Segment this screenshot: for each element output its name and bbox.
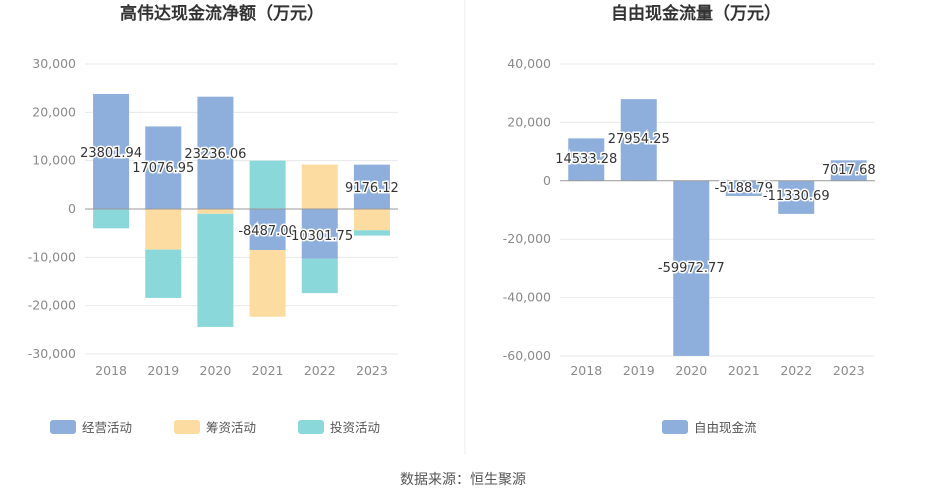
legend-label: 经营活动 bbox=[82, 420, 132, 435]
bar bbox=[197, 209, 234, 214]
bar bbox=[197, 213, 234, 327]
data-label: 14533.28 bbox=[555, 152, 617, 167]
cashflow-net-chart: 高伟达现金流净额（万元） -30,000 -20,000 -10,000 0 10,000… bbox=[28, 3, 401, 435]
data-label: -11330.69 bbox=[763, 189, 830, 204]
y-tick-label: -40,000 bbox=[503, 290, 551, 305]
legend-label: 筹资活动 bbox=[206, 420, 256, 435]
bar bbox=[301, 209, 338, 259]
free-cashflow-chart: 自由现金流量（万元） -60,000 -40,000 -20,000 0 20,000 40… bbox=[503, 3, 877, 435]
y-tick-label: -20,000 bbox=[28, 298, 76, 313]
bar bbox=[249, 160, 286, 209]
y-tick-label: -20,000 bbox=[503, 231, 551, 246]
x-tick-label: 2021 bbox=[728, 363, 760, 378]
bar bbox=[249, 209, 286, 251]
y-tick-label: -10,000 bbox=[28, 249, 76, 264]
bar bbox=[673, 180, 710, 356]
data-label: 7017.68 bbox=[822, 163, 876, 178]
legend-swatch bbox=[298, 420, 324, 434]
chart-title: 高伟达现金流净额（万元） bbox=[120, 3, 324, 24]
x-tick-label: 2020 bbox=[675, 363, 707, 378]
bar bbox=[830, 160, 867, 181]
data-label: 23236.06 bbox=[184, 147, 246, 162]
bar bbox=[145, 209, 182, 250]
bar bbox=[725, 180, 762, 196]
bar bbox=[620, 99, 657, 181]
x-tick-label: 2020 bbox=[200, 363, 232, 378]
bar bbox=[301, 258, 338, 294]
y-tick-label: 0 bbox=[543, 173, 551, 188]
data-label: -10301.75 bbox=[286, 229, 353, 244]
chart-title: 自由现金流量（万元） bbox=[611, 3, 781, 24]
x-tick-label: 2022 bbox=[780, 363, 812, 378]
x-tick-label: 2019 bbox=[147, 363, 179, 378]
y-tick-label: 40,000 bbox=[507, 56, 551, 71]
bar bbox=[353, 209, 390, 231]
bar bbox=[568, 138, 605, 181]
legend-label: 自由现金流 bbox=[694, 420, 757, 435]
bar bbox=[353, 164, 390, 209]
data-label: -59972.77 bbox=[658, 261, 725, 276]
legend-swatch bbox=[662, 420, 688, 434]
x-tick-label: 2022 bbox=[304, 363, 336, 378]
bar bbox=[145, 249, 182, 298]
y-tick-label: -30,000 bbox=[28, 346, 76, 361]
bar bbox=[145, 126, 182, 209]
bar bbox=[197, 96, 234, 209]
x-tick-label: 2023 bbox=[833, 363, 865, 378]
x-tick-label: 2019 bbox=[623, 363, 655, 378]
bar bbox=[93, 209, 130, 229]
data-label: 9176.12 bbox=[345, 181, 399, 196]
bar bbox=[301, 164, 338, 209]
data-label: 17076.95 bbox=[132, 161, 194, 176]
legend-swatch bbox=[174, 420, 200, 434]
data-label: 23801.94 bbox=[80, 146, 142, 161]
x-tick-label: 2021 bbox=[252, 363, 284, 378]
bar bbox=[93, 93, 130, 209]
bar bbox=[249, 250, 286, 317]
y-tick-label: 20,000 bbox=[507, 114, 551, 129]
data-source-note: 数据来源：恒生聚源 bbox=[400, 472, 526, 488]
y-tick-label: 0 bbox=[68, 201, 76, 216]
y-tick-label: 30,000 bbox=[32, 56, 76, 71]
legend-label: 投资活动 bbox=[330, 420, 380, 435]
x-tick-label: 2023 bbox=[356, 363, 388, 378]
x-tick-label: 2018 bbox=[570, 363, 602, 378]
data-label: -5188.79 bbox=[715, 181, 773, 196]
bar bbox=[778, 180, 815, 214]
y-tick-label: 20,000 bbox=[32, 104, 76, 119]
legend-swatch bbox=[50, 420, 76, 434]
x-tick-label: 2018 bbox=[95, 363, 127, 378]
y-tick-label: -60,000 bbox=[503, 348, 551, 363]
data-label: -8487.00 bbox=[238, 224, 296, 239]
bar bbox=[353, 230, 390, 236]
data-label: 27954.25 bbox=[608, 132, 670, 147]
y-tick-label: 10,000 bbox=[32, 153, 76, 168]
